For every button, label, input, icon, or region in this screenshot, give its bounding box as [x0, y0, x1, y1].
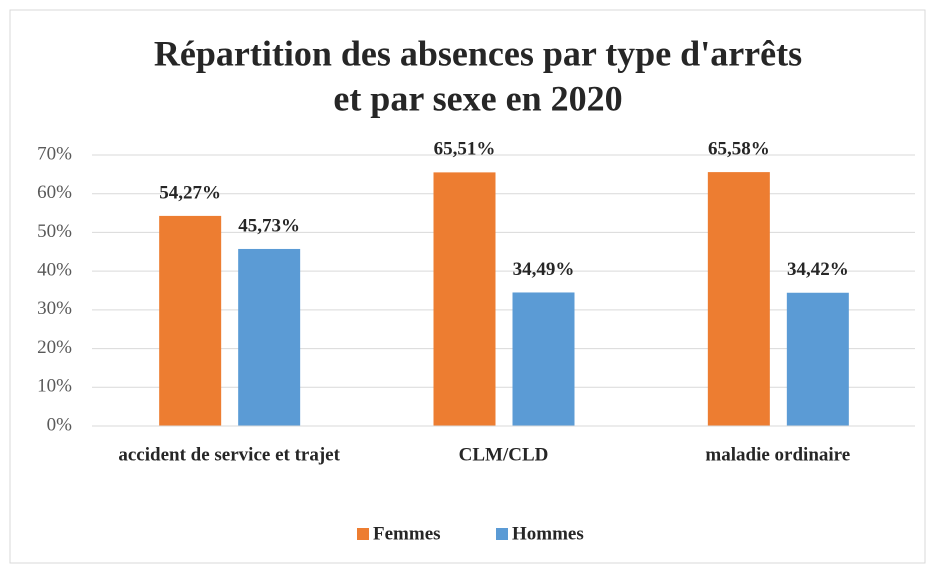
legend-label: Femmes [373, 523, 441, 544]
bar [238, 248, 301, 426]
data-label: 65,58% [708, 138, 770, 159]
y-tick-label: 20% [37, 337, 72, 358]
y-tick-label: 70% [37, 143, 72, 164]
y-tick-label: 0% [47, 414, 73, 435]
y-tick-label: 60% [37, 182, 72, 203]
bar [786, 292, 849, 426]
bar [433, 172, 496, 426]
y-tick-label: 50% [37, 221, 72, 242]
chart-title: et par sexe en 2020 [333, 78, 622, 118]
legend-swatch [357, 528, 369, 540]
legend-label: Hommes [512, 523, 584, 544]
data-label: 34,42% [787, 259, 849, 280]
data-label: 45,73% [238, 215, 300, 236]
x-tick-label: accident de service et trajet [118, 444, 340, 465]
bar [512, 292, 575, 426]
y-tick-label: 40% [37, 260, 72, 281]
y-tick-label: 30% [37, 298, 72, 319]
legend-swatch [496, 528, 508, 540]
data-label: 34,49% [513, 259, 575, 280]
y-tick-label: 10% [37, 376, 72, 397]
chart-title: Répartition des absences par type d'arrê… [154, 33, 802, 73]
bar [159, 215, 222, 426]
bar [707, 172, 770, 426]
data-label: 54,27% [159, 182, 221, 203]
x-tick-label: maladie ordinaire [705, 444, 850, 465]
data-label: 65,51% [434, 139, 496, 160]
x-tick-label: CLM/CLD [459, 444, 549, 465]
